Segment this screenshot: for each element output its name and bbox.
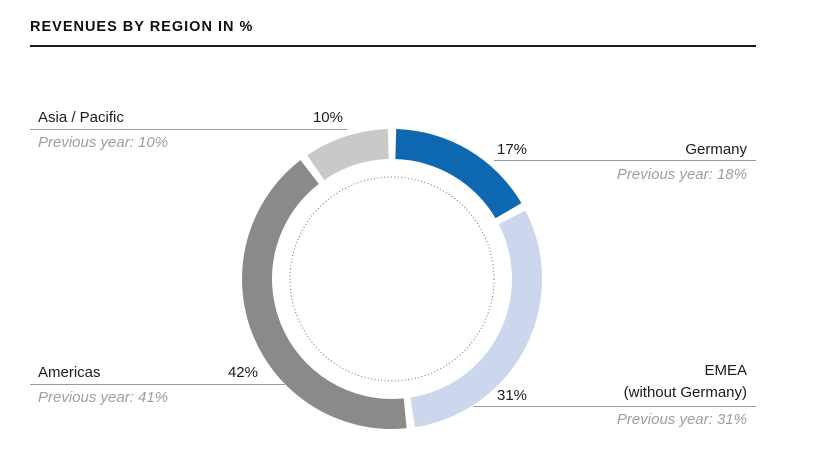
segment-value: 42% <box>227 364 258 381</box>
segment-label: Americas <box>38 364 101 381</box>
donut-segment-germany <box>395 129 522 219</box>
leader-line <box>30 384 285 385</box>
leader-line <box>30 129 347 130</box>
callout-emea: 31% EMEA (without Germany) Previous year… <box>473 360 756 428</box>
leader-line <box>473 406 756 407</box>
callout-germany: 17% Germany Previous year: 18% <box>494 141 756 183</box>
inner-dotted-circle <box>289 176 495 382</box>
segment-value: 17% <box>497 141 528 158</box>
segment-label: EMEA (without Germany) <box>623 362 747 401</box>
callout-row: 31% EMEA (without Germany) <box>473 360 756 404</box>
previous-year-label: Previous year: 31% <box>616 411 747 428</box>
donut-segment-americas <box>242 160 407 429</box>
donut-segment-asia-pacific <box>307 129 389 180</box>
leader-line <box>494 160 756 161</box>
segment-value: 31% <box>497 387 528 404</box>
callout-americas: Americas 42% Previous year: 41% <box>30 364 285 406</box>
previous-year-label: Previous year: 41% <box>38 389 169 406</box>
segment-label: Germany <box>685 141 747 158</box>
callout-row: Asia / Pacific 10% <box>30 109 347 126</box>
callout-asia-pacific: Asia / Pacific 10% Previous year: 10% <box>30 109 347 151</box>
previous-year-label: Previous year: 18% <box>616 166 747 183</box>
title-rule <box>30 45 756 47</box>
segment-value: 10% <box>312 109 343 126</box>
donut-segment-emea-without-germany <box>410 210 542 428</box>
segment-label: Asia / Pacific <box>38 109 124 126</box>
callout-row: Americas 42% <box>30 364 285 381</box>
callout-row: 17% Germany <box>494 141 756 158</box>
previous-year-label: Previous year: 10% <box>38 134 169 151</box>
page-title: REVENUES BY REGION IN % <box>30 19 254 35</box>
